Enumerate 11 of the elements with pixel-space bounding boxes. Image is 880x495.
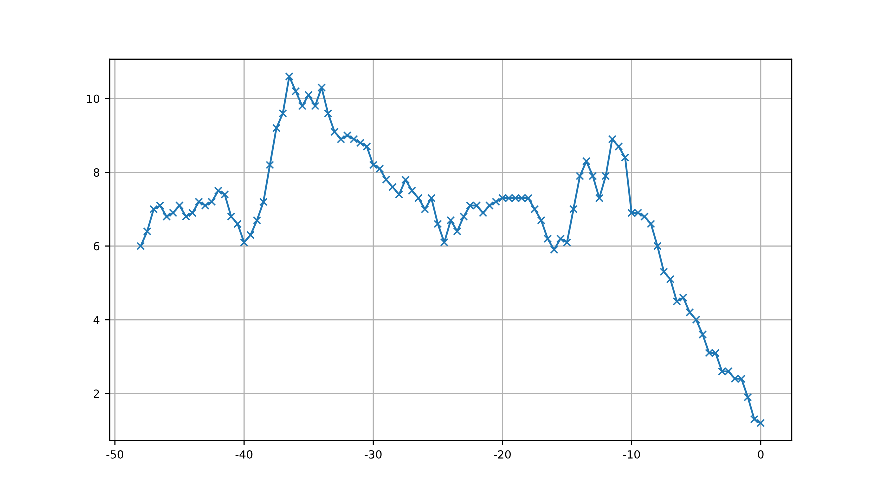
y-tick-label: 10 (87, 94, 100, 104)
x-tick-label: -40 (236, 450, 253, 459)
y-tick-label: 4 (94, 316, 100, 324)
x-tick-label: -20 (494, 450, 512, 459)
x-tick-label: -50 (106, 450, 124, 459)
x-tick-label: -30 (364, 450, 382, 459)
y-tick-label: 6 (94, 242, 100, 251)
x-tick-label: 0 (758, 450, 764, 459)
y-tick-label: 2 (94, 390, 100, 398)
y-tick-label: 8 (94, 168, 100, 177)
x-tick-label: -10 (623, 450, 640, 459)
